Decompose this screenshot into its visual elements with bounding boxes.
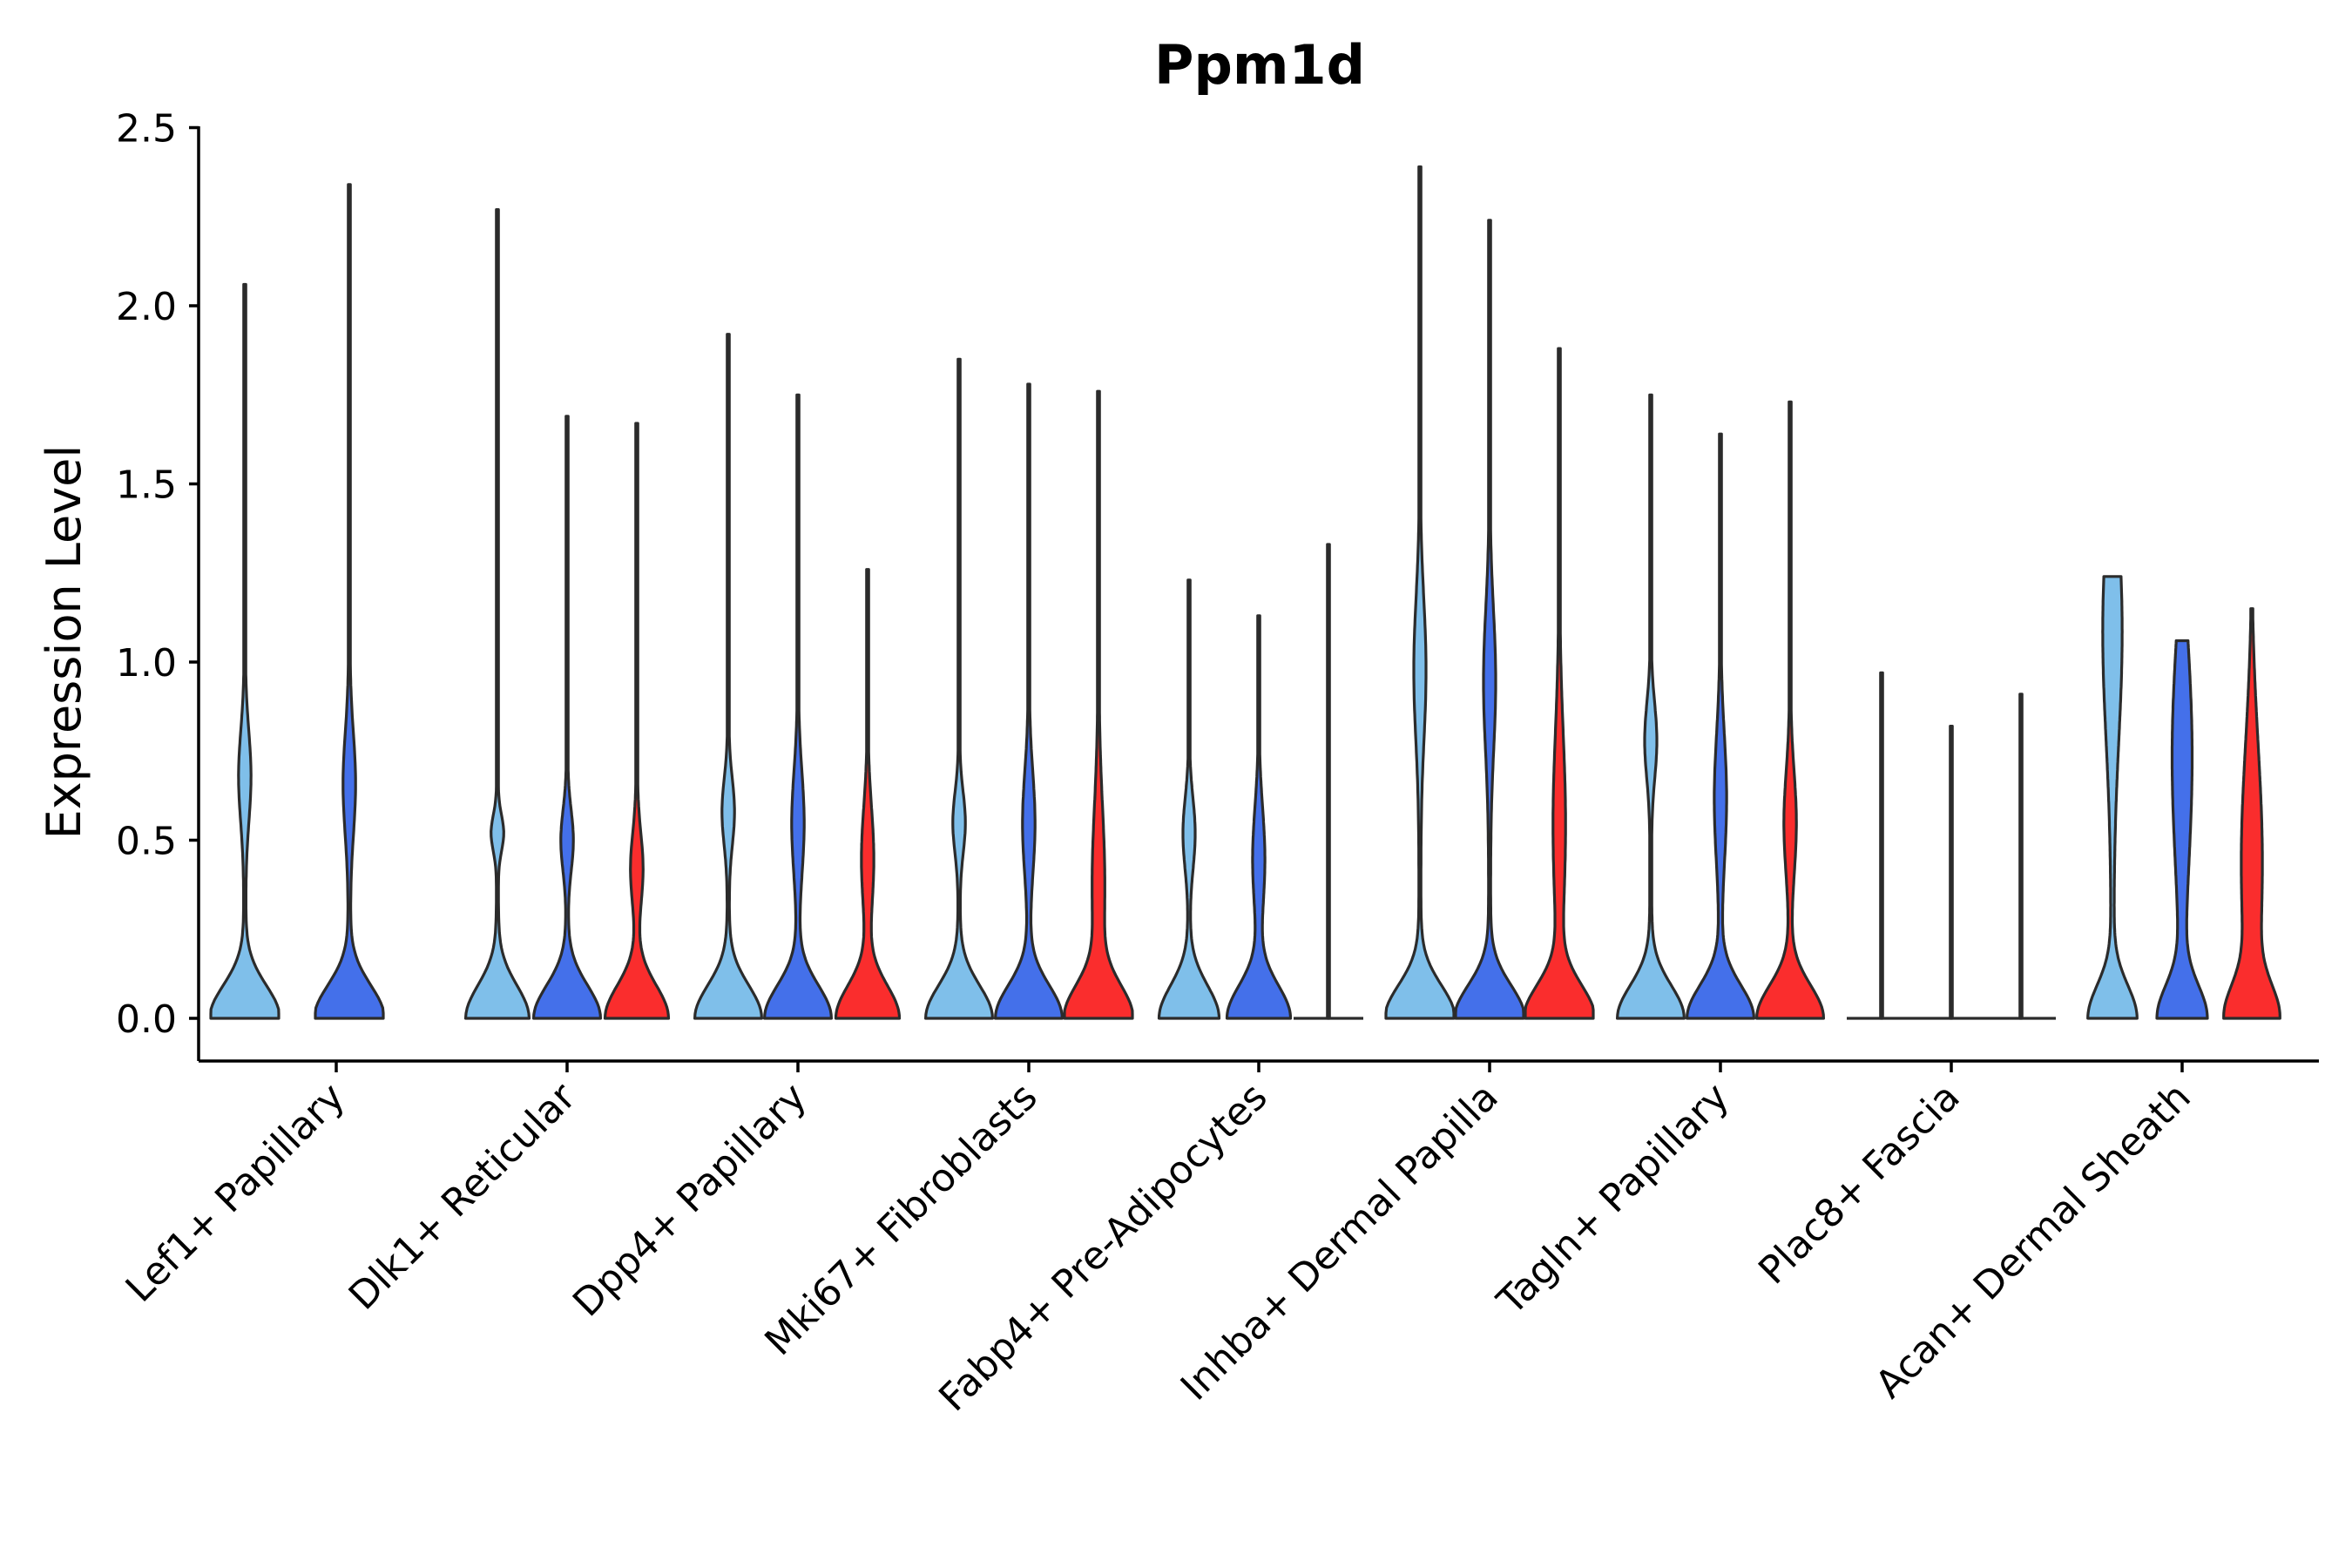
y-tick-label: 1.0 — [116, 641, 177, 686]
violin-acan-dermal-sheath-series-2 — [2222, 607, 2281, 1020]
violin-fabp4-pre-adipocytes-series-0 — [1157, 578, 1221, 1020]
x-tick-label: Tagln+ Papillary — [1489, 1075, 1738, 1324]
violin-dpp4-papillary-series-2 — [834, 568, 902, 1020]
violin-acan-dermal-sheath-series-0 — [2086, 575, 2139, 1020]
violin-lef1-papillary-series-0 — [209, 282, 280, 1020]
y-tick-label: 0.0 — [116, 997, 177, 1042]
violin-tagln-papillary-series-2 — [1755, 400, 1825, 1020]
violin-acan-dermal-sheath-series-1 — [2155, 639, 2209, 1020]
y-ticks: 0.0 0.5 1.0 1.5 2.0 2.5 — [116, 107, 199, 1042]
violin-mki67-fibroblasts-series-0 — [924, 357, 994, 1020]
violin-dlk1-reticular-series-2 — [603, 422, 671, 1020]
violin-plac8-fascia-series-1 — [1949, 725, 1954, 1020]
y-tick-label: 1.5 — [116, 463, 177, 508]
violin-plac8-fascia-series-2 — [2018, 693, 2024, 1020]
violin-tagln-papillary-series-0 — [1616, 393, 1686, 1020]
violin-mki67-fibroblasts-series-1 — [994, 382, 1064, 1020]
violin-lef1-papillary-series-1 — [314, 183, 385, 1020]
violin-inhba-dermal-papilla-series-0 — [1384, 165, 1456, 1020]
violins-layer — [209, 165, 2281, 1020]
violin-inhba-dermal-papilla-series-2 — [1524, 347, 1595, 1020]
chart-title: Ppm1d — [1154, 33, 1365, 97]
violin-tagln-papillary-series-1 — [1686, 432, 1755, 1020]
violin-dpp4-papillary-series-1 — [763, 393, 833, 1020]
violin-dlk1-reticular-series-0 — [463, 208, 531, 1020]
violin-dpp4-papillary-series-0 — [693, 333, 763, 1020]
x-tick-label: Lef1+ Papillary — [118, 1075, 354, 1311]
y-tick-label: 2.5 — [116, 107, 177, 152]
violin-plac8-fascia-series-0 — [1879, 671, 1884, 1020]
violin-inhba-dermal-papilla-series-1 — [1454, 219, 1525, 1020]
violin-dlk1-reticular-series-1 — [532, 415, 602, 1020]
x-tick-label: Dpp4+ Papillary — [564, 1075, 815, 1326]
y-tick-label: 2.0 — [116, 285, 177, 329]
y-tick-label: 0.5 — [116, 820, 177, 864]
violin-fabp4-pre-adipocytes-series-2 — [1326, 543, 1331, 1020]
x-tick-label: Plac8+ Fascia — [1750, 1075, 1969, 1294]
violin-mki67-fibroblasts-series-2 — [1063, 389, 1134, 1020]
y-axis-label: Expression Level — [37, 445, 91, 840]
x-tick-label: Dlk1+ Reticular — [341, 1074, 585, 1319]
violin-fabp4-pre-adipocytes-series-1 — [1225, 614, 1293, 1020]
